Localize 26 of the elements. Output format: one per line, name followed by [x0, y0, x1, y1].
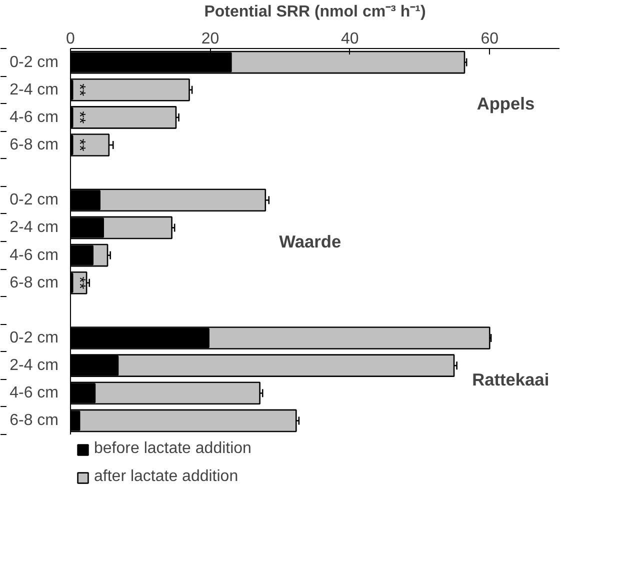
- y-tick-label: 0-2 cm: [10, 192, 59, 209]
- y-tick-label: 0-2 cm: [10, 54, 59, 71]
- y-tick-label: 2-4 cm: [10, 81, 59, 98]
- annotation: Appels: [476, 94, 535, 114]
- y-tick-label: 2-4 cm: [10, 219, 59, 236]
- x-tick-label: 0: [66, 30, 76, 48]
- data-label: **: [70, 276, 88, 290]
- y-tick-label: 0-2 cm: [10, 330, 59, 346]
- x-tick-label: 60: [480, 30, 499, 48]
- y-tick-label: 4-6 cm: [10, 384, 59, 402]
- legend-label: after lactate addition: [94, 468, 238, 486]
- data-label: **: [70, 111, 88, 124]
- y-tick-label: 6-8 cm: [10, 412, 59, 430]
- y-tick-label: 2-4 cm: [10, 357, 59, 374]
- annotation: Waarde: [279, 232, 342, 252]
- data-label: **: [70, 84, 88, 96]
- y-tick-label: 6-8 cm: [10, 136, 59, 154]
- x-tick-label: 20: [201, 30, 220, 48]
- x-axis-title: Potential SRR (nmol cm⁻³ h⁻¹): [204, 4, 426, 20]
- y-tick-label: 4-6 cm: [10, 108, 59, 126]
- annotation: Rattekaai: [472, 369, 550, 390]
- x-tick-label: 40: [341, 30, 359, 48]
- data-label: **: [70, 138, 88, 152]
- y-tick-label: 4-6 cm: [10, 246, 59, 264]
- legend-label: before lactate addition: [94, 440, 252, 458]
- y-tick-label: 6-8 cm: [10, 274, 59, 292]
